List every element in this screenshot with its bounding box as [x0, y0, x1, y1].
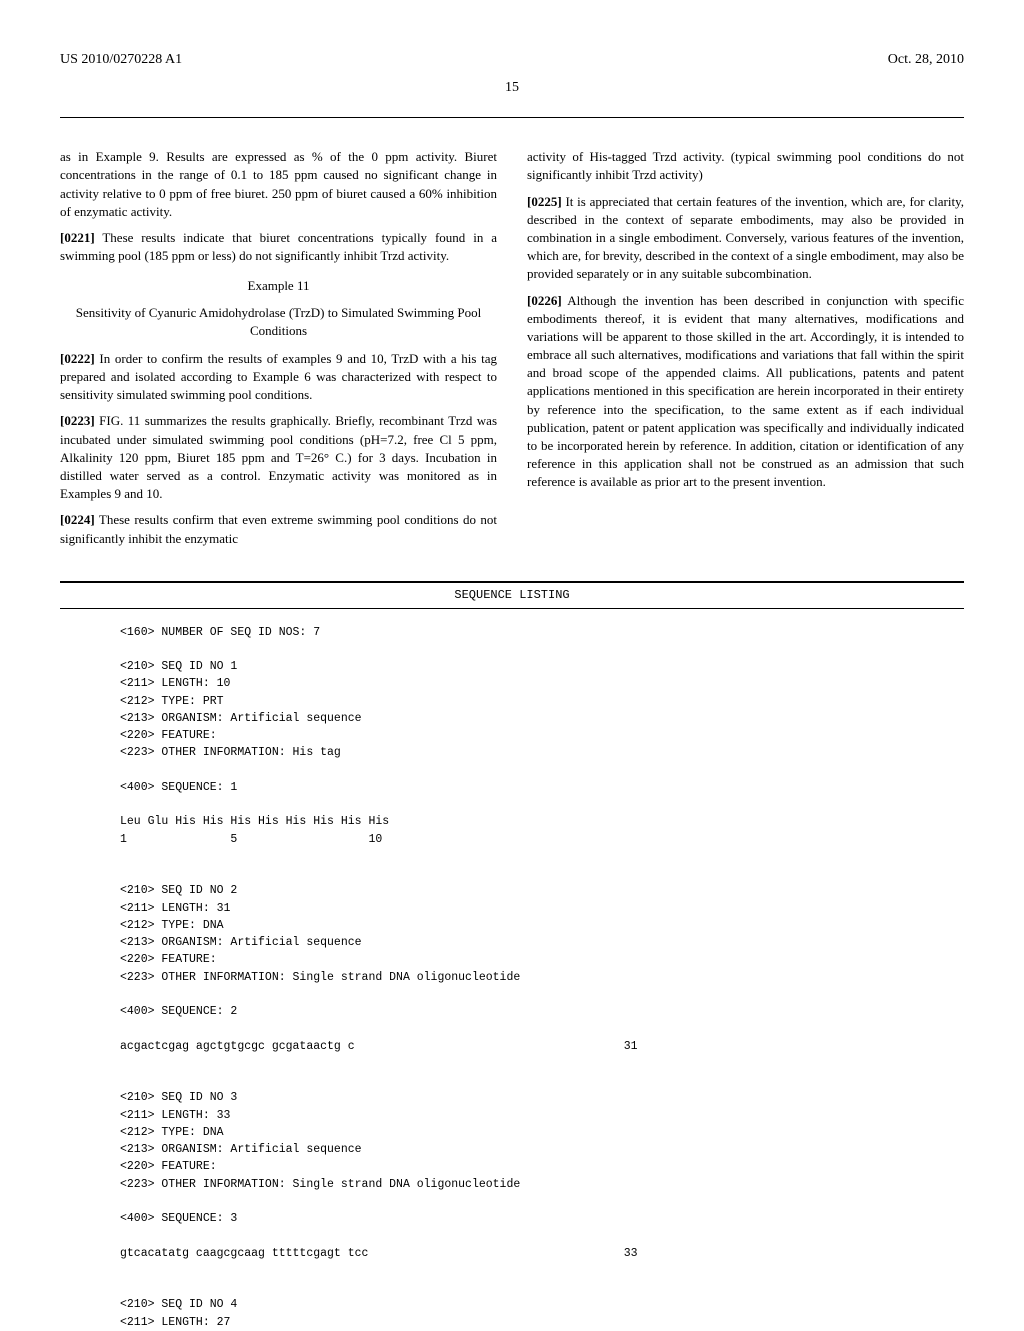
paragraph-number: [0225]: [527, 194, 562, 209]
header-divider: [60, 117, 964, 118]
page-number: 15: [60, 78, 964, 98]
paragraph-text: These results indicate that biuret conce…: [60, 230, 497, 263]
example-title: Example 11: [60, 277, 497, 295]
paragraph-text: FIG. 11 summarizes the results graphical…: [60, 413, 497, 501]
paragraph: [0226] Although the invention has been d…: [527, 292, 964, 492]
paragraph-text: activity of His-tagged Trzd activity. (t…: [527, 148, 964, 184]
paragraph-number: [0221]: [60, 230, 95, 245]
example-subtitle: Sensitivity of Cyanuric Amidohydrolase (…: [60, 304, 497, 340]
right-column: activity of His-tagged Trzd activity. (t…: [527, 148, 964, 556]
left-column: as in Example 9. Results are expressed a…: [60, 148, 497, 556]
sequence-divider-top: [60, 581, 964, 583]
sequence-listing-content: <160> NUMBER OF SEQ ID NOS: 7 <210> SEQ …: [60, 624, 964, 1331]
header-left: US 2010/0270228 A1: [60, 50, 182, 70]
paragraph: [0223] FIG. 11 summarizes the results gr…: [60, 412, 497, 503]
paragraph-text: Although the invention has been describe…: [527, 293, 964, 490]
paragraph-text: It is appreciated that certain features …: [527, 194, 964, 282]
paragraph: [0225] It is appreciated that certain fe…: [527, 193, 964, 284]
page-header: US 2010/0270228 A1 Oct. 28, 2010: [60, 50, 964, 70]
paragraph-text: These results confirm that even extreme …: [60, 512, 497, 545]
paragraph-number: [0223]: [60, 413, 95, 428]
paragraph: [0221] These results indicate that biure…: [60, 229, 497, 265]
paragraph-number: [0222]: [60, 351, 95, 366]
sequence-listing-section: SEQUENCE LISTING <160> NUMBER OF SEQ ID …: [60, 581, 964, 1331]
header-right: Oct. 28, 2010: [888, 50, 964, 70]
paragraph-text: as in Example 9. Results are expressed a…: [60, 148, 497, 221]
paragraph: [0222] In order to confirm the results o…: [60, 350, 497, 405]
sequence-divider-bottom: [60, 608, 964, 609]
paragraph-text: In order to confirm the results of examp…: [60, 351, 497, 402]
paragraph: [0224] These results confirm that even e…: [60, 511, 497, 547]
sequence-listing-title: SEQUENCE LISTING: [60, 587, 964, 604]
body-columns: as in Example 9. Results are expressed a…: [60, 148, 964, 556]
paragraph-number: [0224]: [60, 512, 95, 527]
paragraph-number: [0226]: [527, 293, 562, 308]
